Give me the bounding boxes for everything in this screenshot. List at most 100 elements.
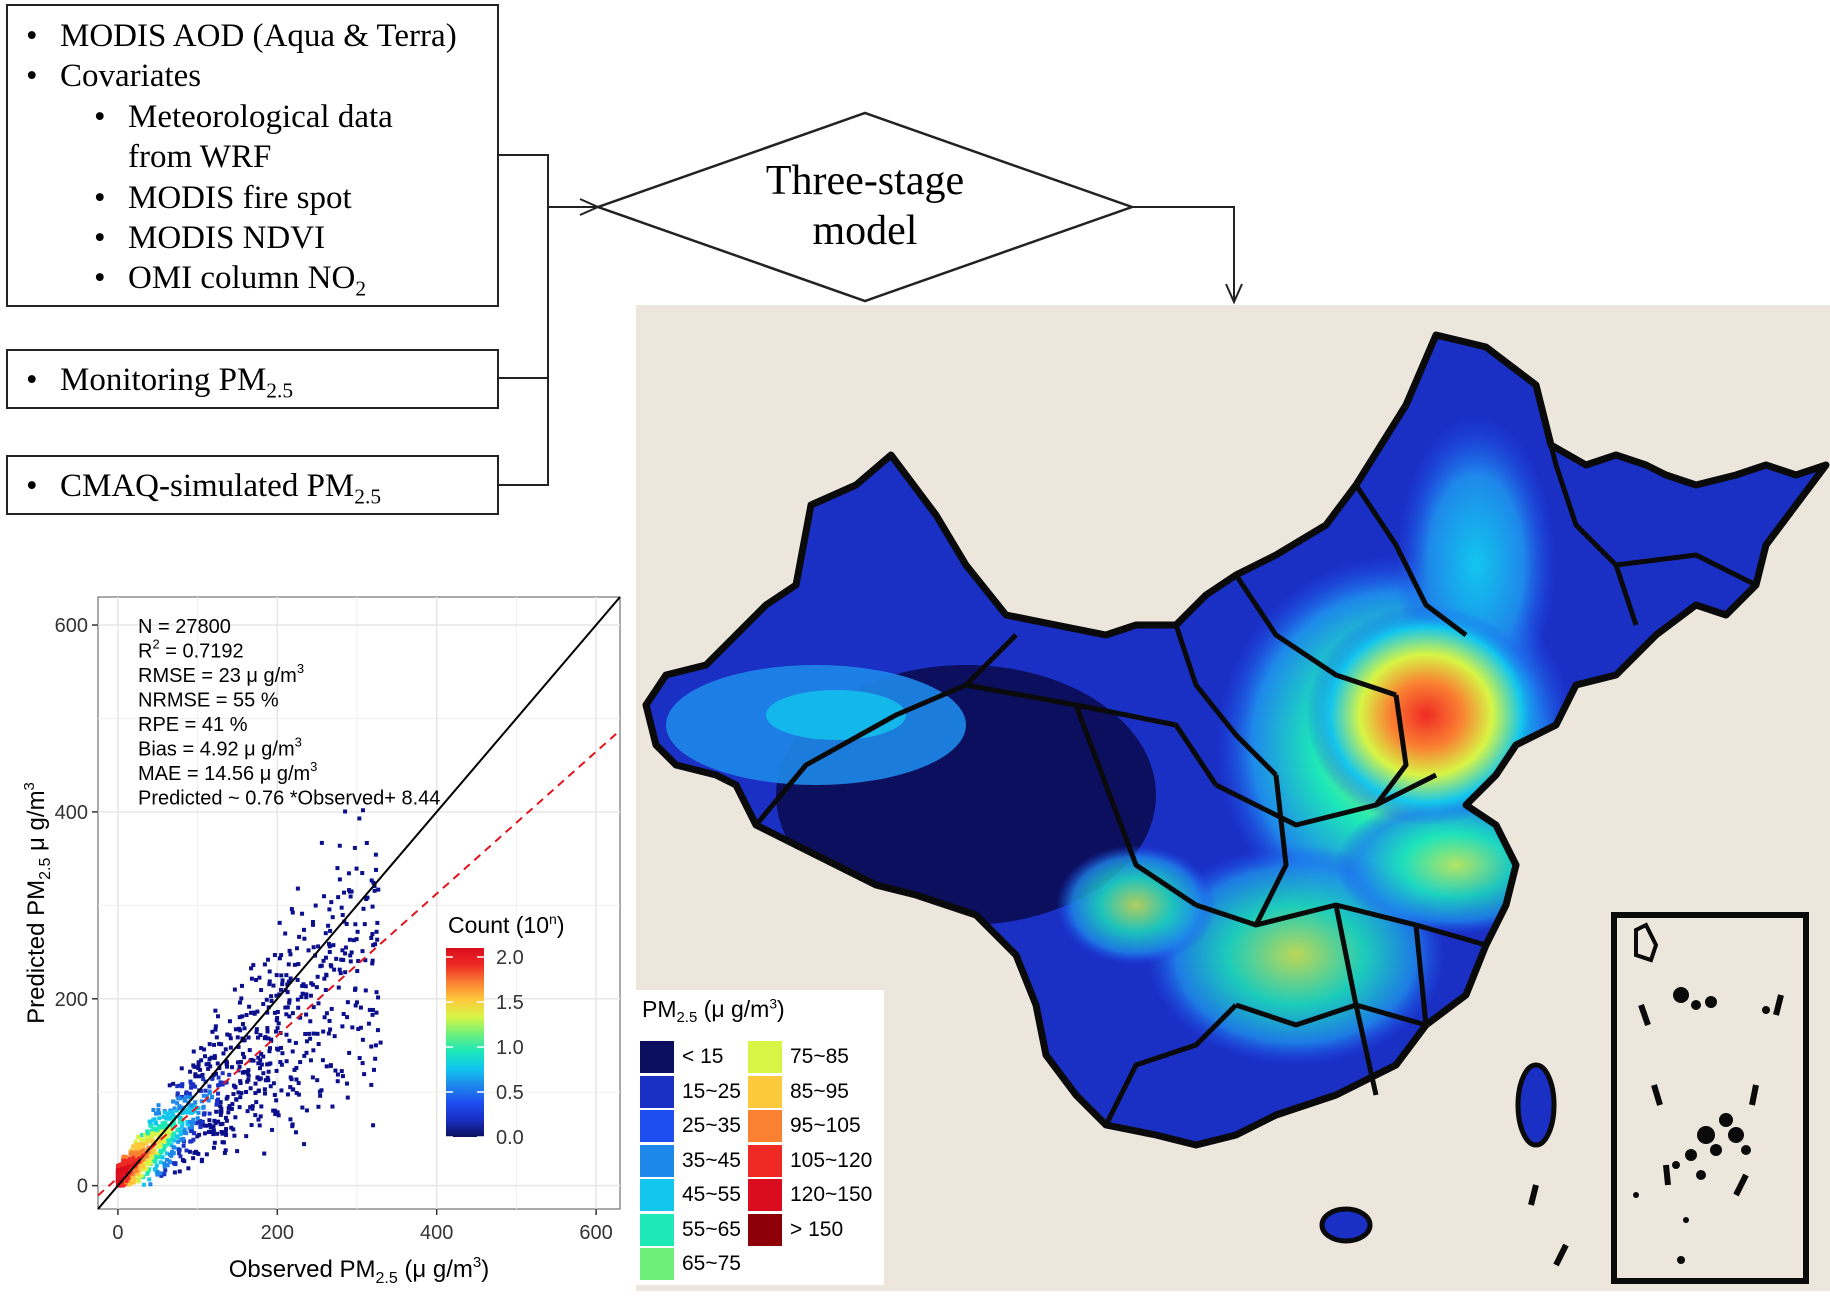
legend-swatch [640, 1213, 674, 1246]
x-tick-label: 200 [261, 1222, 294, 1244]
data-point [288, 976, 293, 981]
data-point [369, 1044, 374, 1049]
bullet: • [26, 362, 38, 398]
data-point [188, 1108, 193, 1113]
data-point [335, 1079, 340, 1084]
data-point [156, 1103, 161, 1108]
data-point [162, 1161, 167, 1166]
legend-item: 35~45 [640, 1144, 741, 1178]
covariates-input-box: • MODIS AOD (Aqua & Terra) • Covariates • M… [6, 4, 499, 307]
data-point [254, 1027, 259, 1032]
data-point [326, 941, 331, 946]
data-point [216, 1091, 221, 1096]
data-point [130, 1155, 135, 1160]
data-point [134, 1168, 139, 1173]
data-point [308, 1019, 313, 1024]
data-point [265, 1026, 270, 1031]
fit-line [97, 729, 621, 1197]
data-point [166, 1138, 171, 1143]
data-point [249, 1123, 254, 1128]
data-point [252, 1011, 257, 1016]
legend-title-sub: 2.5 [676, 1009, 698, 1027]
data-point [196, 1151, 201, 1156]
x-axis-title-end: ) [481, 1256, 489, 1283]
data-point [163, 1129, 168, 1134]
data-point [334, 956, 339, 961]
stat-text: N = 27800 [138, 616, 231, 638]
data-point [264, 997, 269, 1002]
data-point [196, 1110, 201, 1115]
data-point [157, 1133, 162, 1138]
data-point [197, 1132, 202, 1137]
data-point [327, 1018, 332, 1023]
data-point [150, 1154, 155, 1159]
data-point [153, 1111, 158, 1116]
data-point [124, 1178, 129, 1183]
data-point [269, 994, 274, 999]
data-point [339, 905, 344, 910]
data-point [341, 957, 346, 962]
data-point [200, 1072, 205, 1077]
data-point [351, 938, 356, 943]
data-point [321, 958, 326, 963]
data-point [240, 1014, 245, 1019]
input-item-monitoring: • Monitoring PM2.5 [26, 360, 293, 411]
data-point [213, 1121, 218, 1126]
data-point [290, 1011, 295, 1016]
data-point [136, 1152, 141, 1157]
data-point [138, 1167, 143, 1172]
data-point [178, 1154, 183, 1159]
data-point [323, 931, 328, 936]
stat-line: RMSE = 23 μ g/m3 [138, 661, 304, 687]
data-point [193, 1149, 198, 1154]
data-point [294, 1091, 299, 1096]
data-point [358, 1025, 363, 1030]
data-point [256, 1061, 261, 1066]
data-point [327, 907, 332, 912]
data-point [326, 923, 331, 928]
data-point [218, 1104, 223, 1109]
data-point [144, 1141, 149, 1146]
data-point [223, 1047, 228, 1052]
data-point [173, 1161, 178, 1166]
data-point [201, 1093, 206, 1098]
legend-swatch [748, 1144, 782, 1177]
data-point [208, 1125, 213, 1130]
data-point [120, 1165, 125, 1170]
data-point [254, 977, 259, 982]
data-point [207, 1111, 212, 1116]
data-point [239, 996, 244, 1001]
data-point [167, 1083, 172, 1088]
data-point [163, 1144, 168, 1149]
data-point [304, 1050, 309, 1055]
data-point [160, 1121, 165, 1126]
data-point [212, 1118, 217, 1123]
y-tick-label: 0 [77, 1176, 88, 1198]
data-point [354, 866, 359, 871]
data-point [182, 1096, 187, 1101]
data-point [162, 1110, 167, 1115]
data-point [233, 1027, 238, 1032]
data-point [273, 1029, 278, 1034]
data-point [275, 1110, 280, 1115]
data-point [331, 943, 336, 948]
data-point [370, 961, 375, 966]
data-point [193, 1100, 198, 1105]
stat-text: RPE = 41 % [138, 714, 248, 736]
data-point [308, 1036, 313, 1041]
data-point [335, 1072, 340, 1077]
data-point [261, 1054, 266, 1059]
data-point [274, 1098, 279, 1103]
data-point [356, 1027, 361, 1032]
data-point [139, 1148, 144, 1153]
data-point [202, 1131, 207, 1136]
data-point [198, 1088, 203, 1093]
data-point [348, 894, 353, 899]
data-point [237, 1015, 242, 1020]
data-point [198, 1123, 203, 1128]
data-point [218, 1122, 223, 1127]
data-point [344, 921, 349, 926]
data-point [195, 1116, 200, 1121]
legend-label: 65~75 [682, 1252, 741, 1275]
stat-text: MAE = 14.56 μ g/m [138, 763, 310, 785]
